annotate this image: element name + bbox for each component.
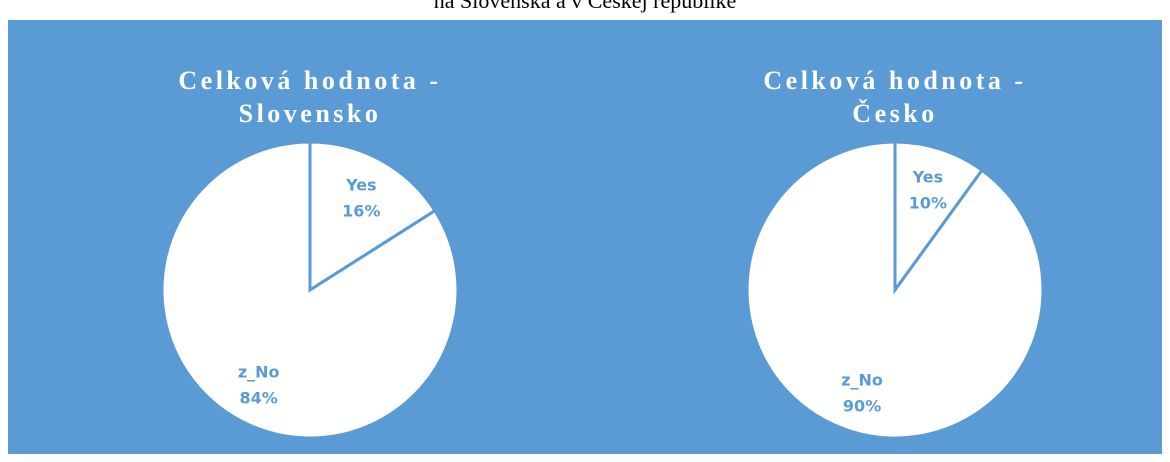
pie-slice [308, 140, 438, 293]
chart-title: Celková hodnota - Česko [763, 66, 1027, 128]
pie-slice [745, 140, 1045, 440]
slice-value-label: 90% [843, 396, 881, 415]
slice-value-label: 84% [240, 388, 278, 407]
charts: Yes 16% z_No 84% Yes 10% z_No 90% [160, 140, 1045, 440]
chart-panel: Yes 16% z_No 84% Yes 10% z_No 90% Celková hodno… [8, 20, 1162, 454]
heading: na Slovenska a v Českej republike [433, 0, 737, 13]
slice-category: z_No [841, 370, 883, 389]
slice-value-label: 16% [342, 202, 380, 221]
slice-value-label: 10% [909, 194, 947, 213]
slice-category: z_No [238, 362, 280, 381]
slice-category: Yes [912, 168, 944, 187]
chart-title: Celková hodnota - Slovensko [178, 66, 442, 128]
slice-category: Yes [345, 176, 377, 195]
pie-slice [893, 140, 985, 295]
pie-slice [160, 140, 460, 440]
